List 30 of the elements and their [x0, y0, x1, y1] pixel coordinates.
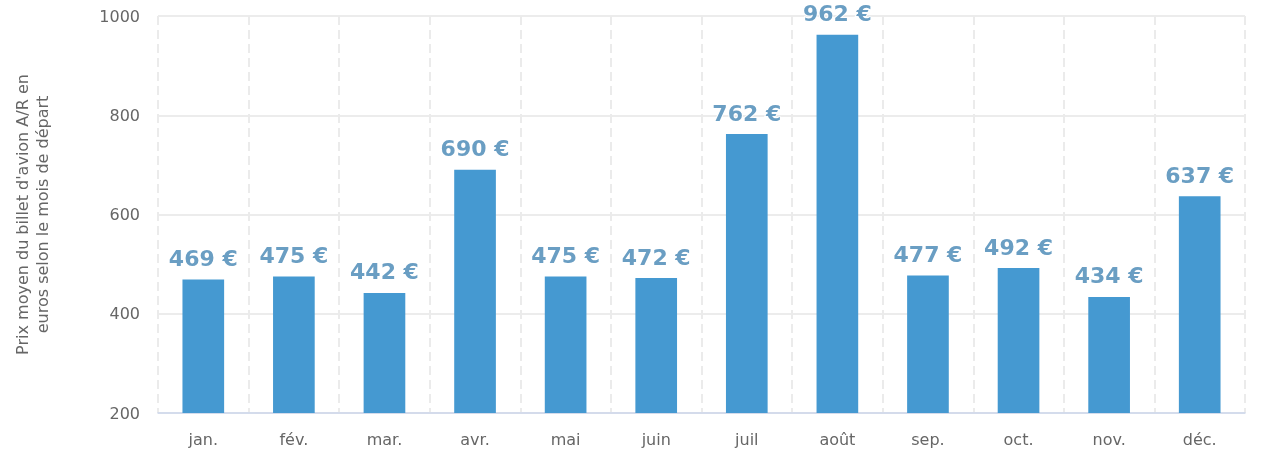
x-tick-label: sep. — [911, 429, 945, 449]
y-tick-label: 800 — [109, 105, 140, 125]
y-tick-label: 1000 — [99, 6, 140, 26]
x-tick-label: jan. — [187, 429, 219, 449]
x-tick-label: oct. — [1003, 429, 1034, 449]
data-label: 475 € — [259, 243, 329, 269]
data-label: 477 € — [893, 242, 963, 268]
x-tick-label: juil — [734, 429, 759, 449]
x-tick-label: avr. — [460, 429, 490, 449]
data-label: 690 € — [440, 136, 510, 162]
data-label: 962 € — [802, 1, 872, 27]
data-label: 469 € — [168, 246, 238, 272]
data-label: 442 € — [350, 259, 419, 285]
y-axis-title: Prix moyen du billet d'avion A/R en euros selon le mois de départ — [12, 74, 52, 355]
y-tick-label: 600 — [109, 205, 140, 224]
y-tick-label: 400 — [109, 304, 140, 324]
x-tick-label: fév. — [279, 429, 309, 449]
y-tick-label: 200 — [109, 403, 140, 423]
x-tick-label: déc. — [1182, 429, 1217, 449]
data-label: 762 € — [712, 100, 782, 126]
data-label: 475 € — [531, 243, 601, 269]
x-tick-label: nov. — [1092, 429, 1126, 449]
data-label: 434 € — [1074, 263, 1144, 289]
x-tick-label: mai — [550, 429, 581, 449]
x-tick-label: juin — [640, 429, 671, 449]
x-tick-label: août — [819, 429, 856, 449]
x-tick-label: mar. — [366, 429, 403, 449]
data-label: 472 € — [621, 244, 691, 270]
data-label: 492 € — [984, 234, 1053, 260]
data-label: 637 € — [1165, 162, 1235, 188]
